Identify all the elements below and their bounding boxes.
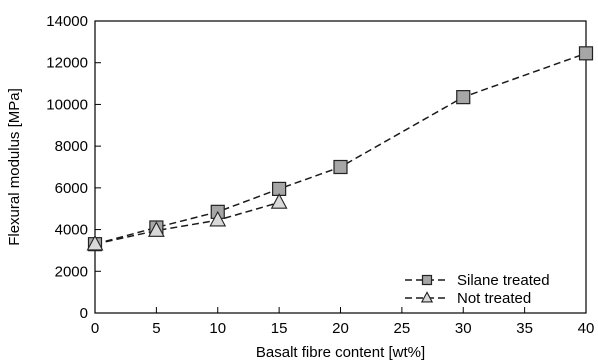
silane-treated-point <box>456 90 471 105</box>
legend-silane-treated-marker <box>421 274 433 286</box>
legend-silane-treated-label: Silane treated <box>457 272 550 289</box>
series-lines <box>94 52 587 245</box>
x-axis: 0 5 10 15 20 25 30 35 40 <box>91 307 595 337</box>
y-tick-label: 2000 <box>55 263 88 280</box>
x-tick-label: 0 <box>91 320 99 337</box>
silane-treated-line <box>94 52 587 245</box>
x-tick-label: 10 <box>209 320 226 337</box>
y-tick-label: 14000 <box>46 13 88 30</box>
series-markers <box>86 46 594 252</box>
silane-treated-point <box>578 46 594 61</box>
not-treated-point <box>147 221 165 237</box>
y-tick-label: 0 <box>80 305 88 322</box>
x-tick-label: 5 <box>152 320 160 337</box>
legend-not-treated-label: Not treated <box>457 290 531 307</box>
x-tick-label: 40 <box>578 320 595 337</box>
x-tick-label: 25 <box>394 320 411 337</box>
x-axis-label: Basalt fibre content [wt%] <box>256 344 425 361</box>
not-treated-line <box>94 201 280 245</box>
not-treated-point <box>209 210 227 227</box>
legend-not-treated-marker <box>420 291 434 303</box>
silane-treated-point <box>333 159 348 175</box>
y-tick-label: 4000 <box>55 222 88 239</box>
y-tick-label: 10000 <box>46 96 88 113</box>
y-tick-label: 12000 <box>46 55 88 72</box>
y-tick-label: 6000 <box>55 180 88 197</box>
y-tick-label: 8000 <box>55 138 88 155</box>
x-tick-label: 15 <box>271 320 288 337</box>
x-tick-label: 30 <box>455 320 472 337</box>
y-axis: 0 2000 4000 6000 8000 10000 12000 14000 <box>46 13 101 322</box>
x-tick-label: 20 <box>332 320 349 337</box>
not-treated-point <box>270 193 288 209</box>
x-tick-label: 35 <box>516 320 533 337</box>
y-axis-label: Flexural modulus [MPa] <box>6 88 23 246</box>
not-treated-point <box>86 234 104 251</box>
